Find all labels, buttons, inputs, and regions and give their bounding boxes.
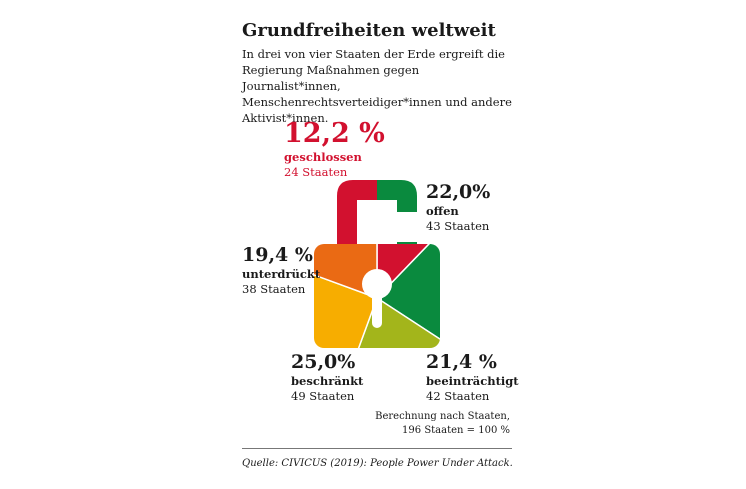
name-geschlossen: geschlossen xyxy=(284,150,362,164)
count-unterdrueckt: 38 Staaten xyxy=(242,282,306,296)
chart-subtitle: In drei von vier Staaten der Erde ergrei… xyxy=(242,47,512,125)
note-line-2: 196 Staaten = 100 % xyxy=(402,425,510,436)
pct-beeintraechtigt: 21,4 % xyxy=(426,351,497,373)
pct-offen: 22,0% xyxy=(426,181,491,203)
count-offen: 43 Staaten xyxy=(426,219,490,233)
slice-unterdrueckt xyxy=(314,244,378,300)
shackle-gap xyxy=(392,236,422,242)
pct-beschraenkt: 25,0% xyxy=(291,351,356,373)
label-offen: 22,0% offen 43 Staaten xyxy=(426,180,490,234)
pct-geschlossen: 12,2 % xyxy=(284,118,385,149)
name-unterdrueckt: unterdrückt xyxy=(242,267,321,281)
label-unterdrueckt: 19,4 % unterdrückt 38 Staaten xyxy=(242,243,320,297)
pie-slices xyxy=(314,244,440,348)
label-geschlossen: 12,2 % geschlossen 24 Staaten xyxy=(284,118,385,180)
chart-title: Grundfreiheiten weltweit xyxy=(242,20,496,41)
name-beeintraechtigt: beeinträchtigt xyxy=(426,374,519,388)
source-note: Quelle: CIVICUS (2019): People Power Und… xyxy=(242,458,513,469)
name-beschraenkt: beschränkt xyxy=(291,374,364,388)
label-beeintraechtigt: 21,4 % beeinträchtigt 42 Staaten xyxy=(426,350,519,404)
slice-geschlossen xyxy=(376,244,440,300)
count-beschraenkt: 49 Staaten xyxy=(291,389,355,403)
name-offen: offen xyxy=(426,204,459,218)
label-beschraenkt: 25,0% beschränkt 49 Staaten xyxy=(291,350,363,404)
keyhole-icon xyxy=(362,269,392,328)
count-geschlossen: 24 Staaten xyxy=(284,165,348,179)
pct-unterdrueckt: 19,4 % xyxy=(242,244,313,266)
note-line-1: Berechnung nach Staaten, xyxy=(375,411,510,422)
count-beeintraechtigt: 42 Staaten xyxy=(426,389,490,403)
slice-beschraenkt xyxy=(314,244,378,348)
divider xyxy=(242,448,512,449)
calculation-note: Berechnung nach Staaten, 196 Staaten = 1… xyxy=(375,410,510,438)
shackle-top-offen xyxy=(377,180,417,212)
